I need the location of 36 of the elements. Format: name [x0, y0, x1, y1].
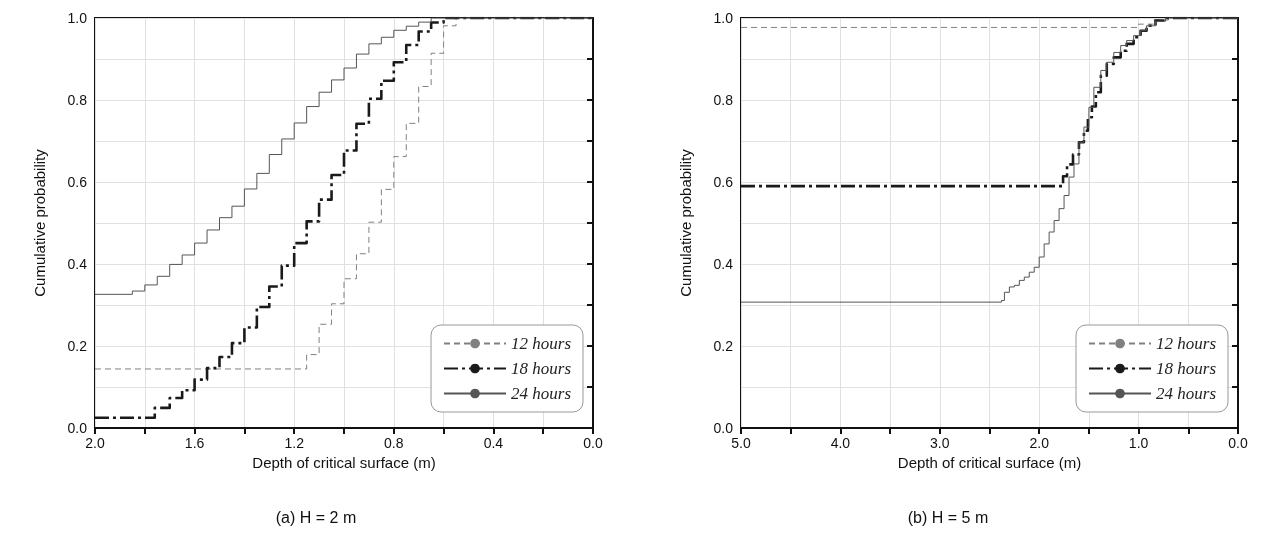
x-tick-label: 0.0	[583, 435, 603, 451]
legend-label: 18 hours	[1156, 359, 1217, 378]
x-tick-label: 2.0	[85, 435, 105, 451]
x-tick-label: 2.0	[1029, 435, 1050, 451]
y-tick-label: 0.2	[67, 338, 88, 354]
legend-label: 24 hours	[511, 384, 572, 403]
legend-label: 24 hours	[1156, 384, 1217, 403]
y-tick-label: 0.6	[713, 174, 734, 190]
y-tick-label: 0.4	[713, 256, 734, 272]
y-tick-label: 0.8	[713, 92, 734, 108]
x-tick-label: 0.4	[483, 435, 504, 451]
x-axis-title: Depth of critical surface (m)	[897, 453, 1082, 471]
x-tick-label: 0.8	[384, 435, 404, 451]
x-axis-title: Depth of critical surface (m)	[252, 453, 436, 471]
x-tick-label: 1.6	[184, 435, 205, 451]
y-axis-title: Cumulative probability	[677, 148, 694, 297]
x-tick-label: 0.0	[1228, 435, 1248, 451]
y-tick-label: 1.0	[67, 10, 88, 26]
y-tick-label: 0.0	[67, 420, 88, 436]
legend-label: 12 hours	[511, 334, 572, 353]
y-tick-label: 1.0	[713, 10, 734, 26]
y-tick-label: 0.6	[67, 174, 88, 190]
legend-label: 18 hours	[511, 359, 572, 378]
x-tick-label: 4.0	[830, 435, 851, 451]
y-tick-label: 0.4	[67, 256, 88, 272]
y-axis-title: Cumulative probability	[31, 148, 48, 297]
y-tick-label: 0.2	[713, 338, 734, 354]
x-tick-label: 1.2	[284, 435, 305, 451]
text: (b) H = 5 m	[907, 508, 989, 526]
legend-label: 12 hours	[1156, 334, 1217, 353]
text: (a) H = 2 m	[275, 508, 357, 526]
x-tick-label: 3.0	[930, 435, 950, 451]
x-tick-label: 1.0	[1128, 435, 1149, 451]
y-tick-label: 0.0	[713, 420, 734, 436]
x-tick-label: 5.0	[731, 435, 751, 451]
y-tick-label: 0.8	[67, 92, 88, 108]
